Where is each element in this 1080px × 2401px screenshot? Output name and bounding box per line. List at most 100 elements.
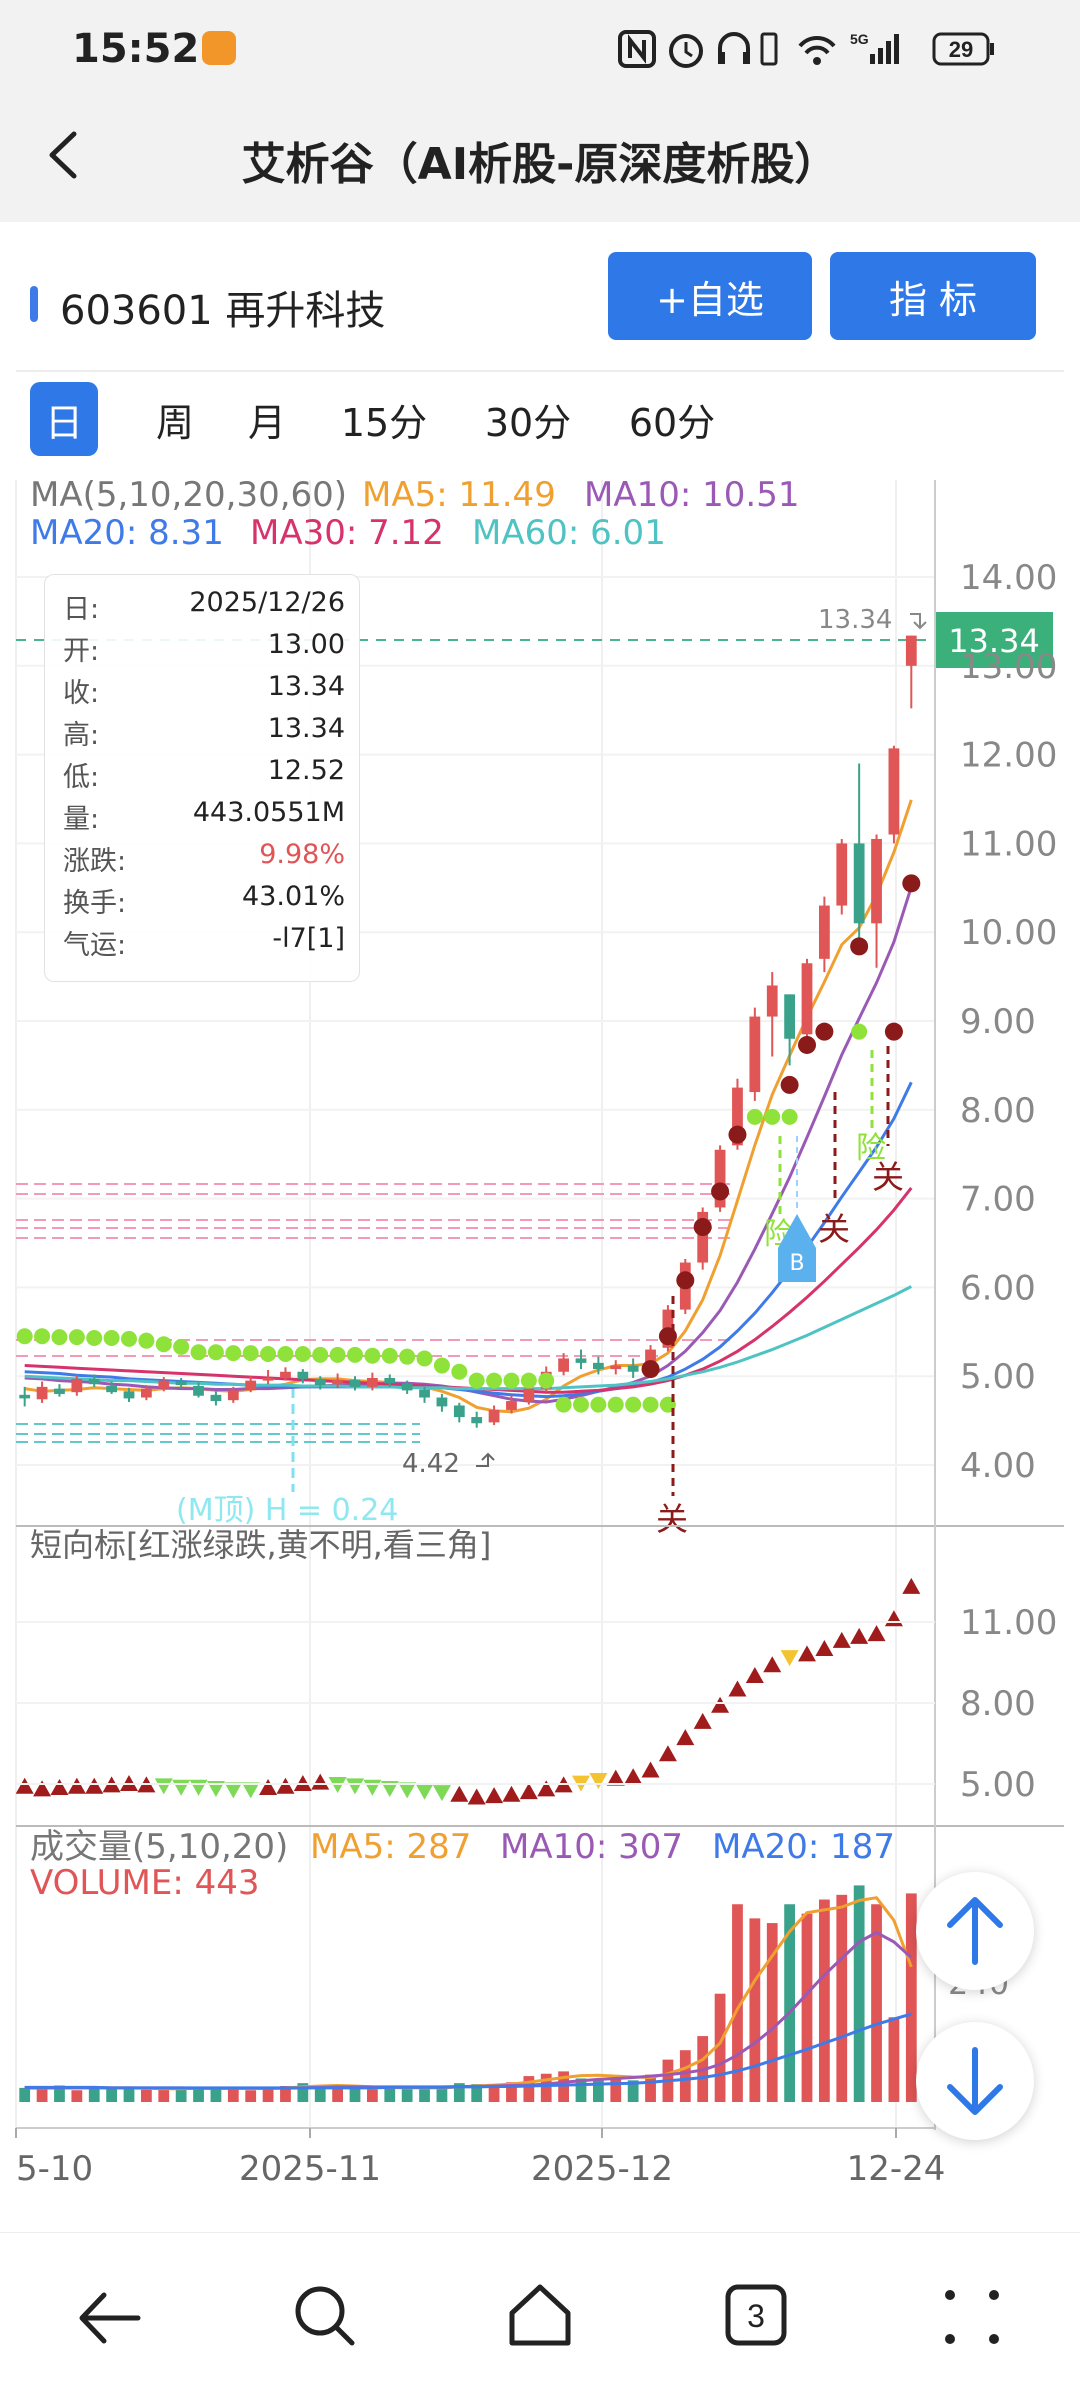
candle-body — [332, 1379, 344, 1385]
volume-bar — [575, 2078, 587, 2102]
xian-marker-2: 险 — [856, 1131, 886, 1166]
indicator-triangle — [763, 1656, 782, 1673]
volume-bar — [836, 1894, 848, 2102]
nav-menu-icon[interactable] — [940, 2285, 1004, 2349]
nav-search-icon[interactable] — [290, 2281, 360, 2351]
indicator-triangle — [815, 1640, 834, 1656]
green-signal-dot — [103, 1330, 120, 1347]
volume-ma20-line — [24, 2012, 912, 2090]
scroll-up-button[interactable] — [916, 1872, 1034, 1990]
battery-level: 29 — [949, 37, 973, 62]
tab-15min[interactable]: 15分 — [340, 400, 428, 445]
price-y-tick: 9.00 — [960, 1002, 1036, 1042]
volume-bar — [471, 2084, 483, 2102]
nav-home-icon[interactable] — [504, 2279, 576, 2351]
candle-body — [888, 748, 900, 835]
green-signal-dot — [347, 1346, 363, 1363]
x-tick-label: 5-10 — [16, 2149, 93, 2189]
price-y-tick: 11.00 — [960, 824, 1057, 864]
status-bar: 15:52 5G 29 — [0, 0, 1080, 90]
green-signal-dot — [86, 1330, 103, 1347]
price-y-tick: 7.00 — [960, 1180, 1036, 1220]
ma5-legend: MA5: 11.49 — [362, 475, 556, 515]
candle-body — [314, 1378, 326, 1386]
nav-tabs-icon[interactable]: 3 — [722, 2281, 790, 2349]
candle-body — [853, 843, 865, 924]
green-signal-dot — [329, 1346, 346, 1363]
candle-body — [697, 1211, 709, 1263]
volume-bar — [193, 2088, 204, 2102]
tab-week[interactable]: 周 — [155, 400, 194, 445]
svg-text:3: 3 — [747, 2298, 765, 2334]
volume-bar — [366, 2089, 378, 2102]
candle-body — [453, 1405, 465, 1418]
candle-body — [123, 1391, 135, 1399]
info-row: 高: 13.34 — [63, 713, 345, 753]
status-time: 15:52 — [72, 26, 200, 72]
indicator-triangle — [728, 1680, 747, 1697]
green-signal-dot — [555, 1396, 572, 1413]
stock-row: 603601 再升科技 +自选 指 标 — [0, 222, 1080, 372]
page-title: 艾析谷（AI析股-原深度析股） — [241, 139, 839, 190]
volume-bar — [71, 2090, 83, 2102]
candle-body — [280, 1371, 291, 1378]
candle-body — [158, 1380, 170, 1389]
indicator-button[interactable]: 指 标 — [830, 252, 1036, 340]
price-y-tick: 12.00 — [960, 736, 1057, 776]
tab-60min[interactable]: 60分 — [628, 400, 716, 445]
alarm-icon — [669, 34, 703, 68]
price-y-tick: 5.00 — [960, 1357, 1036, 1397]
indicator-triangle — [676, 1729, 695, 1746]
volume-bar — [818, 1899, 830, 2102]
candle-body — [19, 1394, 31, 1399]
volume-bar — [679, 2050, 691, 2102]
stock-chart[interactable]: MA(5,10,20,30,60) MA5: 11.49 MA10: 10.51… — [0, 470, 1080, 2190]
candle-body — [871, 838, 882, 924]
tab-day[interactable]: 日 — [30, 382, 98, 456]
candle-body — [262, 1377, 274, 1381]
ma30-legend: MA30: 7.12 — [250, 513, 444, 553]
ma20-legend: MA20: 8.31 — [30, 513, 224, 553]
add-watchlist-button[interactable]: +自选 — [608, 252, 812, 340]
back-arrow-icon[interactable] — [30, 120, 100, 190]
indicator-triangle — [276, 1777, 295, 1794]
green-signal-dot — [190, 1344, 207, 1361]
candle-body — [384, 1377, 396, 1384]
candle-body — [471, 1417, 483, 1424]
candle-body — [766, 985, 778, 1017]
candle-info-box: 日: 2025/12/26 开: 13.00 收: 13.34 高: 13.34 低: 12.52… — [44, 574, 360, 982]
last-price-marker: 13.34 — [818, 605, 892, 635]
indicator-triangle — [154, 1778, 173, 1795]
indicator-triangle — [363, 1779, 382, 1796]
candle-body — [419, 1389, 430, 1398]
nav-back-icon[interactable] — [74, 2283, 144, 2353]
indicator-y-tick: 8.00 — [960, 1684, 1036, 1724]
volume-bar — [123, 2088, 135, 2102]
green-signal-dot — [433, 1357, 450, 1374]
candle-body — [401, 1383, 413, 1391]
volume-bar — [488, 2085, 500, 2102]
stock-accent-bar — [30, 286, 38, 322]
candle-body — [210, 1394, 222, 1402]
indicator-y-tick: 11.00 — [960, 1603, 1057, 1643]
dark-signal-dot — [711, 1182, 730, 1201]
tab-30min[interactable]: 30分 — [484, 400, 572, 445]
indicator-triangle — [502, 1785, 521, 1802]
indicator-triangle — [432, 1785, 451, 1802]
candle-body — [627, 1365, 639, 1372]
green-signal-dot — [242, 1345, 259, 1362]
dark-signal-dot — [902, 874, 921, 893]
period-tabs: 日 周 月 15分 30分 60分 — [0, 380, 1080, 470]
volume-bar — [714, 1993, 726, 2102]
tab-month[interactable]: 月 — [247, 400, 286, 445]
info-key: 涨跌: — [63, 846, 127, 877]
price-y-tick: 10.00 — [960, 913, 1057, 953]
price-y-tick: 8.00 — [960, 1091, 1036, 1131]
volume-bar — [871, 1904, 882, 2102]
indicator-triangle — [745, 1667, 764, 1683]
indicator-triangle — [658, 1745, 677, 1762]
green-signal-dot — [520, 1372, 537, 1389]
green-signal-dot — [34, 1328, 51, 1345]
scroll-down-button[interactable] — [916, 2022, 1034, 2140]
indicator-triangle — [711, 1696, 730, 1713]
